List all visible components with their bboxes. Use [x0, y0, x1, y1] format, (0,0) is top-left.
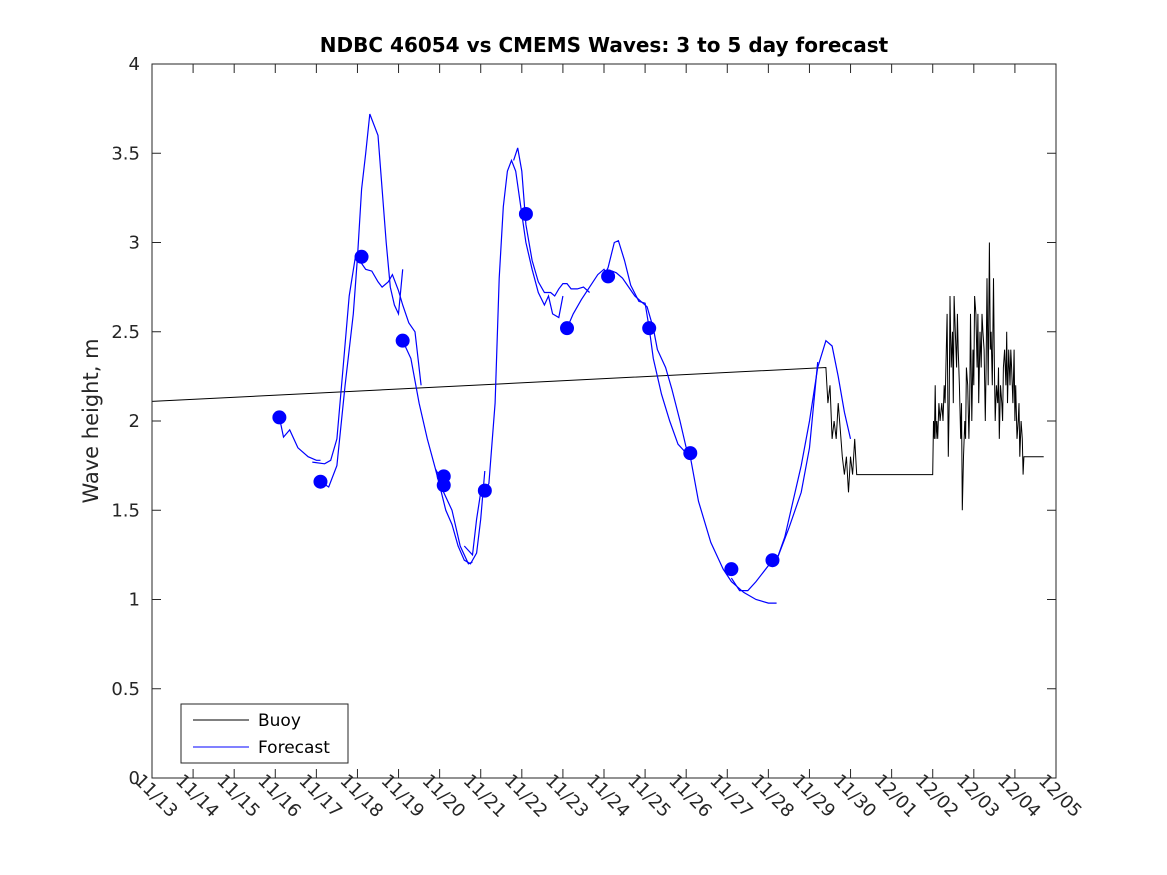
forecast-point: [601, 269, 616, 284]
forecast-point: [683, 446, 698, 461]
forecast-line: [278, 417, 321, 461]
forecast-line: [566, 268, 687, 448]
y-tick-label: 3.5: [111, 143, 140, 164]
forecast-point: [560, 321, 575, 336]
forecast-point: [765, 553, 780, 568]
forecast-point: [724, 562, 739, 577]
forecast-line: [434, 469, 486, 565]
forecast-point: [354, 249, 369, 264]
legend: Buoy Forecast: [180, 703, 349, 764]
y-axis-label: Wave height, m: [79, 338, 103, 503]
forecast-line: [312, 255, 422, 465]
chart-title: NDBC 46054 vs CMEMS Waves: 3 to 5 day fo…: [320, 33, 889, 57]
forecast-line: [768, 339, 852, 567]
legend-forecast-label: Forecast: [258, 738, 330, 758]
forecast-point: [272, 410, 287, 425]
forecast-point: [313, 474, 328, 489]
forecast-point: [642, 321, 657, 336]
forecast-point: [477, 483, 492, 498]
forecast-point: [436, 478, 451, 493]
forecast-line: [320, 113, 404, 488]
y-tick-label: 2.5: [111, 322, 140, 343]
y-tick-label: 4: [129, 54, 140, 75]
y-tick-label: 2: [129, 411, 140, 432]
plot-area: [152, 64, 1056, 778]
forecast-point: [518, 206, 533, 221]
buoy-line: [151, 242, 1044, 511]
y-tick-label: 3: [129, 233, 140, 254]
y-tick-label: 1: [129, 590, 140, 611]
legend-box: [180, 703, 349, 764]
forecast-line: [513, 147, 590, 297]
y-tick-label: 0.5: [111, 679, 140, 700]
y-tick-label: 1.5: [111, 500, 140, 521]
y-tick-label: 0: [129, 768, 140, 789]
plot-background: [152, 64, 1056, 778]
forecast-point: [395, 333, 410, 348]
series-layer: [151, 113, 1044, 604]
legend-buoy-label: Buoy: [258, 711, 301, 731]
y-axis: 0 0.5 1 1.5 2 2.5 3 3.5 4: [111, 54, 1056, 789]
